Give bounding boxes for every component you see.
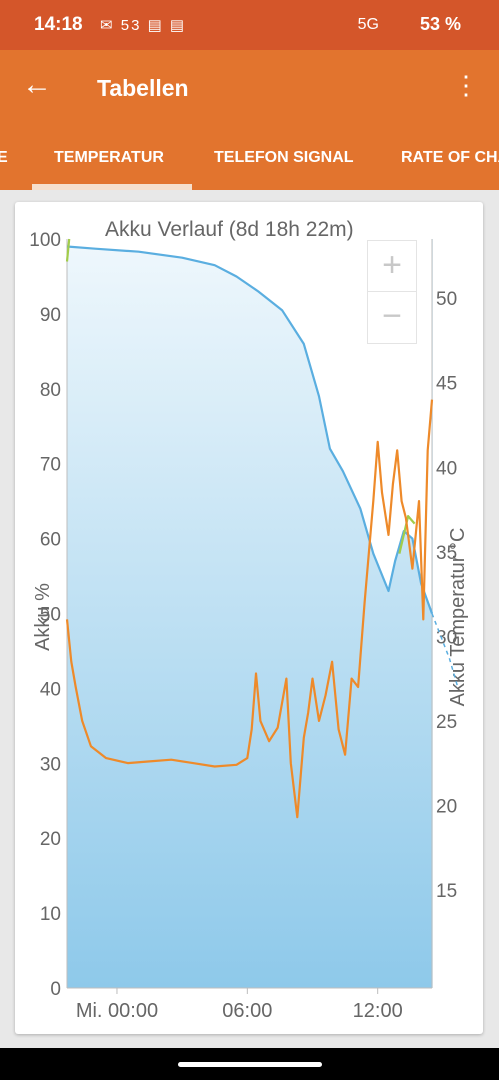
x-tick-label: 12:00 bbox=[353, 1000, 403, 1022]
y2-tick-label: 25 bbox=[436, 712, 457, 733]
more-vert-icon[interactable]: ⋮ bbox=[453, 70, 479, 100]
tab-indicator bbox=[32, 184, 192, 190]
chart-card: 0 10 20 30 40 50 60 70 80 90 100 15 20 25 30 35 40 45 50 Mi… bbox=[15, 202, 483, 1034]
x-tick-label: 06:00 bbox=[222, 1000, 272, 1022]
y-tick-label: 50 bbox=[40, 605, 61, 626]
y-tick-label: 20 bbox=[40, 829, 61, 850]
tab-telefon-signal[interactable]: TELEFON SIGNAL bbox=[214, 149, 354, 166]
y-tick-label: 100 bbox=[29, 230, 61, 251]
y2-tick-label: 20 bbox=[436, 796, 457, 817]
arrow-left-icon[interactable]: ← bbox=[22, 68, 52, 101]
y2-axis-label: Akku Temperatur °C bbox=[447, 528, 469, 707]
battery-area bbox=[67, 246, 432, 988]
battery-temperature-chart[interactable]: 0 10 20 30 40 50 60 70 80 90 100 15 20 25 30 35 40 45 50 Mi… bbox=[15, 202, 483, 1034]
y-tick-label: 60 bbox=[40, 530, 61, 551]
network-indicator: 5G bbox=[357, 16, 379, 33]
status-bar: 14:18 ✉ 53 ▤ ▤ 5G 53 % bbox=[0, 0, 499, 50]
y2-tick-label: 30 bbox=[436, 627, 457, 648]
y-tick-label: 90 bbox=[40, 305, 61, 326]
y2-tick-label: 50 bbox=[436, 289, 457, 310]
tab-previous[interactable]: E bbox=[0, 149, 8, 166]
tab-bar: E TEMPERATUR TELEFON SIGNAL RATE OF CHAN… bbox=[0, 128, 499, 190]
tab-rate-of-change[interactable]: RATE OF CHANGE bbox=[401, 149, 499, 166]
charging-segment-midday bbox=[398, 515, 416, 554]
app-bar: ← Tabellen ⋮ bbox=[0, 50, 499, 128]
navigation-bar bbox=[0, 1048, 499, 1080]
temperature-line bbox=[65, 399, 434, 819]
y2-tick-label: 40 bbox=[436, 458, 457, 479]
y-tick-label: 10 bbox=[40, 904, 61, 925]
status-time: 14:18 bbox=[34, 14, 83, 35]
y-tick-label: 80 bbox=[40, 380, 61, 401]
y-tick-label: 40 bbox=[40, 679, 61, 700]
y-tick-label: 70 bbox=[40, 455, 61, 476]
zoom-controls: + − bbox=[367, 240, 417, 344]
y2-tick-label: 45 bbox=[436, 374, 457, 395]
chart-title: Akku Verlauf (8d 18h 22m) bbox=[105, 218, 354, 241]
y-tick-label: 0 bbox=[50, 979, 61, 1000]
tab-temperatur[interactable]: TEMPERATUR bbox=[54, 149, 164, 166]
notification-icons: ✉ 53 ▤ ▤ bbox=[100, 17, 187, 34]
zoom-in-button[interactable]: + bbox=[382, 246, 402, 284]
page-title: Tabellen bbox=[97, 75, 189, 101]
x-tick-label: Mi. 00:00 bbox=[76, 1000, 158, 1022]
zoom-out-button[interactable]: − bbox=[368, 291, 416, 342]
y2-tick-label: 15 bbox=[436, 881, 457, 902]
battery-percentage: 53 % bbox=[419, 14, 461, 34]
y-tick-label: 30 bbox=[40, 754, 61, 775]
y2-tick-label: 35 bbox=[436, 543, 457, 564]
charging-segment-start bbox=[65, 238, 71, 262]
y-axis-label: Akku % bbox=[32, 583, 54, 651]
home-gesture-pill[interactable] bbox=[178, 1062, 322, 1067]
